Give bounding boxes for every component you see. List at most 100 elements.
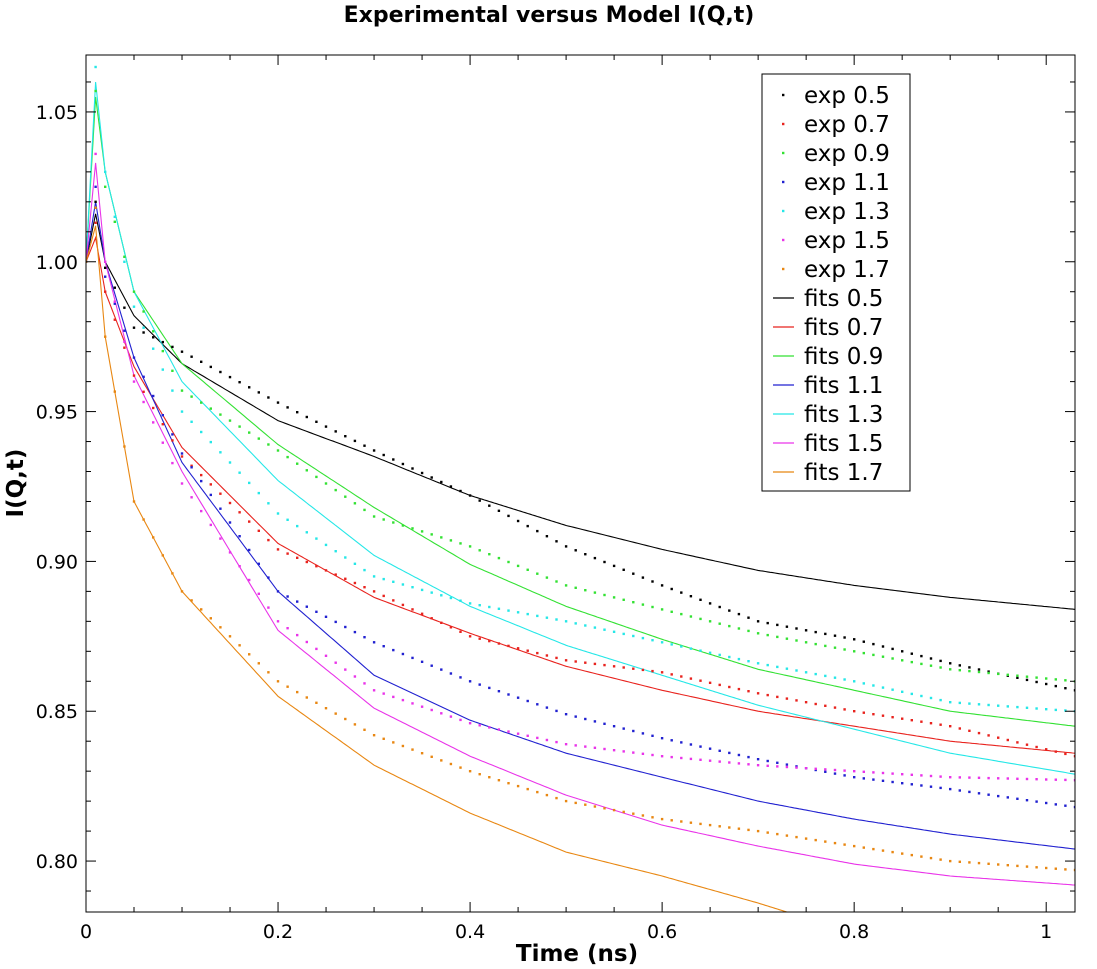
legend-label: fits 1.1 <box>804 373 883 399</box>
exp-point <box>756 764 760 767</box>
exp-point <box>564 584 568 587</box>
exp-point <box>997 777 1000 780</box>
exp-point <box>257 491 260 495</box>
exp-point <box>104 260 107 263</box>
exp-point <box>315 420 318 423</box>
exp-point <box>891 657 894 660</box>
exp-point <box>104 170 107 174</box>
exp-point <box>1045 748 1048 751</box>
exp-point <box>372 641 376 644</box>
exp-point <box>977 861 981 865</box>
exp-point <box>468 722 472 725</box>
exp-point <box>507 514 510 518</box>
exp-point <box>881 655 885 658</box>
exp-point <box>276 401 280 404</box>
exp-point <box>737 762 741 765</box>
exp-point <box>872 653 875 657</box>
exp-point <box>574 549 577 552</box>
exp-point <box>977 670 981 674</box>
exp-point <box>267 576 270 579</box>
exp-point <box>200 430 203 434</box>
exp-point <box>833 634 837 637</box>
exp-point <box>708 651 712 654</box>
exp-point <box>372 575 376 578</box>
chart-title: Experimental versus Model I(Q,t) <box>344 3 755 28</box>
exp-point <box>411 527 414 530</box>
exp-point <box>296 556 299 559</box>
legend-label: fits 0.5 <box>804 286 883 312</box>
exp-point <box>1016 777 1019 780</box>
exp-point <box>795 766 798 769</box>
series-layer <box>86 65 1075 912</box>
exp-point <box>334 620 337 624</box>
legend-marker <box>782 267 785 271</box>
exp-point <box>152 394 155 398</box>
exp-point <box>209 440 212 444</box>
exp-point <box>689 821 693 824</box>
exp-point <box>190 395 193 398</box>
exp-point <box>891 647 894 651</box>
exp-point <box>632 729 635 733</box>
exp-point <box>315 701 318 704</box>
exp-point <box>1006 705 1009 708</box>
exp-point <box>200 509 203 513</box>
exp-point <box>536 736 539 740</box>
exp-point <box>1016 674 1019 677</box>
exp-point <box>824 768 827 771</box>
exp-point <box>238 425 241 428</box>
exp-point <box>555 580 558 583</box>
legend-label: exp 1.5 <box>804 228 890 254</box>
exp-point <box>344 435 347 438</box>
exp-point <box>324 482 328 485</box>
exp-point <box>843 678 846 681</box>
exp-point <box>689 677 693 680</box>
exp-point <box>94 206 97 209</box>
exp-point <box>795 669 798 672</box>
exp-point <box>315 647 318 651</box>
exp-point <box>949 662 952 665</box>
exp-point <box>593 805 597 808</box>
exp-point <box>363 682 366 685</box>
exp-point <box>641 636 645 640</box>
exp-point <box>1025 706 1029 709</box>
exp-point <box>497 728 501 731</box>
exp-point <box>526 734 529 737</box>
exp-point <box>641 752 645 755</box>
exp-point <box>795 835 798 839</box>
exp-point <box>593 591 597 594</box>
exp-point <box>267 443 270 446</box>
exp-point <box>555 796 558 800</box>
exp-point <box>853 770 856 773</box>
exp-point <box>305 605 308 608</box>
exp-point <box>641 668 645 672</box>
legend: exp 0.5 exp 0.7 exp 0.9 exp 1.1 exp 1.3 exp 1… <box>761 73 911 492</box>
exp-point <box>497 509 501 512</box>
exp-point <box>372 734 376 737</box>
exp-point <box>296 690 299 694</box>
exp-point <box>411 702 414 705</box>
legend-marker <box>782 151 785 155</box>
exp-point <box>411 748 414 751</box>
exp-point <box>238 535 241 538</box>
exp-point <box>363 568 366 572</box>
exp-point <box>804 671 808 674</box>
exp-point <box>680 612 683 616</box>
fit-line-q0-9 <box>86 96 1075 727</box>
exp-point <box>276 512 280 515</box>
exp-point <box>881 849 885 852</box>
exp-point <box>296 411 299 414</box>
exp-point <box>718 825 721 828</box>
exp-point <box>699 822 702 826</box>
exp-point <box>747 660 750 663</box>
exp-point <box>708 747 712 750</box>
exp-point <box>747 629 750 633</box>
exp-point <box>949 668 952 671</box>
exp-point <box>161 423 164 426</box>
exp-point <box>1064 679 1067 682</box>
exp-point <box>862 640 865 643</box>
exp-point <box>997 704 1000 707</box>
exp-point <box>468 545 472 548</box>
exp-point <box>728 826 731 829</box>
exp-point <box>257 662 260 665</box>
exp-point <box>401 744 405 748</box>
